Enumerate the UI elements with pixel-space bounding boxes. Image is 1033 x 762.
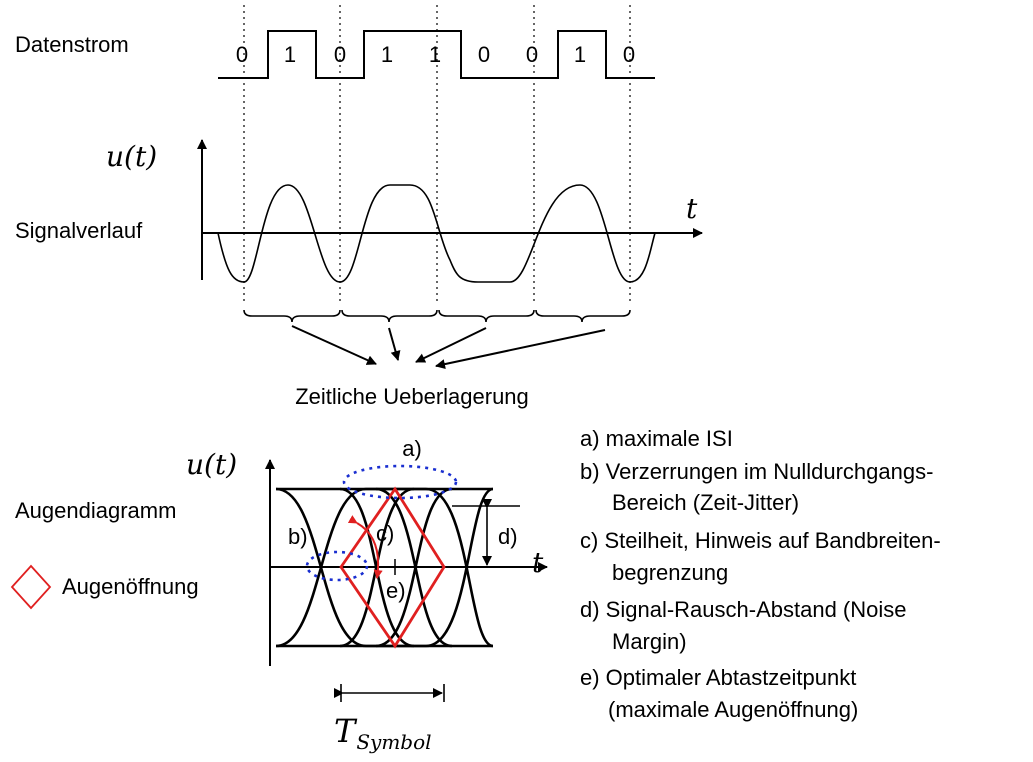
legend-item: Bereich (Zeit-Jitter) xyxy=(612,490,799,515)
label-signalverlauf: Signalverlauf xyxy=(15,218,143,243)
symbol-braces xyxy=(243,309,631,323)
label-datenstrom: Datenstrom xyxy=(15,32,129,57)
legend-item: (maximale Augenöffnung) xyxy=(608,697,858,722)
legend-item: begrenzung xyxy=(612,560,728,585)
label-augendiagramm: Augendiagramm xyxy=(15,498,176,523)
eye-y-label: u(t) xyxy=(186,448,237,481)
marker-e: e) xyxy=(386,578,406,603)
marker-a: a) xyxy=(402,436,422,461)
eye-opening-legend-icon xyxy=(10,564,52,610)
datastream-wave xyxy=(218,30,655,79)
legend-list: a) maximale ISI b) Verzerrungen im Nulld… xyxy=(580,426,941,722)
symbol-period-label: TSymbol xyxy=(334,712,432,754)
label-superposition: Zeitliche Ueberlagerung xyxy=(295,384,529,409)
signal-x-label: t xyxy=(686,192,698,225)
slope-arc xyxy=(347,515,383,579)
symbol-period-marker xyxy=(334,684,445,702)
symbol-boundary-lines xyxy=(243,5,631,302)
legend-item: d) Signal-Rausch-Abstand (Noise xyxy=(580,597,907,622)
legend-item: e) Optimaler Abtastzeitpunkt xyxy=(580,665,856,690)
marker-b: b) xyxy=(288,524,308,549)
bit-label: 1 xyxy=(381,42,393,67)
bit-label: 0 xyxy=(623,42,635,67)
eye-opening-diamond xyxy=(339,486,446,649)
noise-margin-marker xyxy=(452,499,520,566)
bit-label: 0 xyxy=(334,42,346,67)
bit-label: 1 xyxy=(284,42,296,67)
bit-label: 0 xyxy=(478,42,490,67)
bit-labels: 0 1 0 1 1 0 0 1 0 xyxy=(236,42,635,67)
bit-label: 1 xyxy=(574,42,586,67)
signal-y-label: u(t) xyxy=(106,140,157,173)
signal-waveform xyxy=(217,184,656,283)
eye-x-label: t xyxy=(532,546,544,579)
label-augenoeffnung: Augenöffnung xyxy=(62,574,199,599)
bit-label: 1 xyxy=(429,42,441,67)
marker-c: c) xyxy=(376,521,394,546)
bit-label: 0 xyxy=(236,42,248,67)
legend-item: a) maximale ISI xyxy=(580,426,733,451)
jitter-ellipse-top xyxy=(342,464,458,500)
superposition-arrows xyxy=(291,325,606,370)
bit-label: 0 xyxy=(526,42,538,67)
legend-item: b) Verzerrungen im Nulldurchgangs- xyxy=(580,459,933,484)
marker-d: d) xyxy=(498,524,518,549)
svg-text:u(t): u(t) xyxy=(106,140,157,173)
legend-item: c) Steilheit, Hinweis auf Bandbreiten- xyxy=(580,528,941,553)
legend-item: Margin) xyxy=(612,629,687,654)
